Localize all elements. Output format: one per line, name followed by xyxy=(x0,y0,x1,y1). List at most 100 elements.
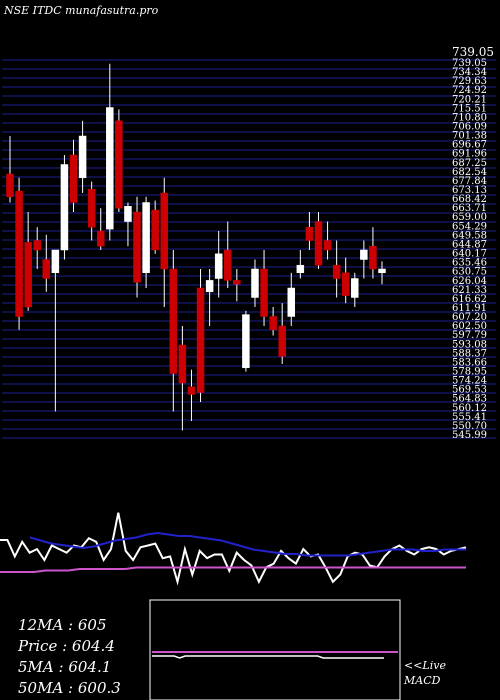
bullish-candle xyxy=(296,264,305,274)
bearish-candle xyxy=(187,386,196,395)
axis-tick-label: 720.21 xyxy=(452,94,487,105)
axis-tick-label: 663.71 xyxy=(452,203,487,214)
bearish-candle xyxy=(6,173,14,198)
axis-tick-label: 635.46 xyxy=(452,258,487,269)
macd-panel xyxy=(0,512,467,586)
bearish-candle xyxy=(96,230,105,247)
bearish-candle xyxy=(69,154,78,203)
axis-tick-label: 626.04 xyxy=(452,276,487,287)
axis-tick-label: 706.09 xyxy=(452,122,487,133)
axis-tick-label: 564.83 xyxy=(452,394,487,405)
axis-tick-label: 607.20 xyxy=(452,312,487,323)
bearish-candle xyxy=(369,245,377,270)
bearish-candle xyxy=(24,242,32,308)
axis-tick-label: 640.17 xyxy=(452,249,487,260)
bearish-candle xyxy=(196,287,205,393)
axis-tick-label: 715.51 xyxy=(452,103,487,114)
axis-tick-label: 644.87 xyxy=(452,239,487,250)
bullish-candle xyxy=(78,135,87,179)
bearish-candle xyxy=(178,344,187,384)
bullish-candle xyxy=(214,253,223,279)
axis-tick-label: 696.67 xyxy=(452,140,487,151)
axis-tick-label: 682.54 xyxy=(452,167,487,178)
bullish-candle xyxy=(106,107,114,230)
axis-tick-label: 602.50 xyxy=(452,321,487,332)
axis-tick-label: 630.75 xyxy=(452,267,487,278)
axis-tick-label: 654.29 xyxy=(452,221,487,232)
bullish-candle xyxy=(242,314,250,369)
bearish-candle xyxy=(42,259,51,279)
axis-tick-label: 729.63 xyxy=(452,76,487,87)
price-readout: Price : 604.4 xyxy=(17,637,115,655)
axis-tick-label: 739.05 xyxy=(452,58,487,69)
bearish-candle xyxy=(33,240,41,251)
bearish-candle xyxy=(305,226,314,241)
axis-tick-label: 649.58 xyxy=(452,230,487,241)
ma-fast-line xyxy=(29,531,466,557)
ma50-readout: 50MA : 600.3 xyxy=(18,679,121,697)
bearish-candle xyxy=(314,221,323,266)
axis-tick-label: 611.91 xyxy=(452,303,487,314)
bearish-candle xyxy=(151,209,159,251)
ma-slow-line xyxy=(0,566,466,573)
price-grid xyxy=(2,59,496,439)
bullish-candle xyxy=(205,280,214,293)
bearish-candle xyxy=(341,272,350,296)
bearish-candle xyxy=(115,120,123,209)
axis-tick-label: 616.62 xyxy=(452,294,487,305)
axis-tick-label: 578.95 xyxy=(452,366,487,377)
axis-tick-label: 588.37 xyxy=(452,348,487,359)
macd-mini-plot xyxy=(152,651,398,659)
bullish-candle xyxy=(287,287,296,317)
macd-mini-box xyxy=(149,599,401,700)
axis-tick-label: 701.38 xyxy=(452,131,487,142)
candlestick-series xyxy=(6,63,386,431)
axis-tick-label: 659.00 xyxy=(452,212,487,223)
axis-tick-label: 724.92 xyxy=(452,85,487,96)
axis-tick-label: 668.42 xyxy=(452,194,487,205)
macd-name-label: MACD xyxy=(403,674,441,687)
axis-tick-label: 583.66 xyxy=(452,357,487,368)
bullish-candle xyxy=(351,278,359,298)
axis-tick-label: 691.96 xyxy=(452,149,487,160)
bearish-candle xyxy=(278,325,286,357)
bearish-candle xyxy=(332,264,341,279)
bullish-candle xyxy=(60,164,69,251)
bullish-candle xyxy=(124,206,132,222)
axis-tick-label: 677.84 xyxy=(452,176,487,187)
bullish-candle xyxy=(51,249,60,274)
bearish-candle xyxy=(224,249,232,281)
axis-tick-label: 550.70 xyxy=(452,421,487,432)
bearish-candle xyxy=(15,190,23,317)
axis-tick-label: 734.34 xyxy=(452,67,487,78)
axis-tick-label: 710.80 xyxy=(452,112,487,123)
bearish-candle xyxy=(233,280,241,285)
bearish-candle xyxy=(269,316,277,331)
bearish-candle xyxy=(260,268,268,317)
axis-tick-label: 597.79 xyxy=(452,330,487,341)
bearish-candle xyxy=(323,240,332,251)
bearish-candle xyxy=(160,192,168,270)
bullish-candle xyxy=(378,268,386,274)
bullish-candle xyxy=(251,268,259,298)
ma5-readout: 5MA : 604.1 xyxy=(18,658,111,676)
bullish-candle xyxy=(360,249,368,260)
info-panel: 12MA : 605 Price : 604.4 5MA : 604.1 50M… xyxy=(17,616,121,697)
chart-title: NSE ITDC munafasutra.pro xyxy=(3,4,159,17)
axis-tick-label: 593.08 xyxy=(452,339,487,350)
axis-tick-label: 687.25 xyxy=(452,158,487,169)
axis-tick-label: 560.12 xyxy=(452,403,487,414)
axis-tick-label: 569.53 xyxy=(452,385,487,396)
axis-tick-label: 673.13 xyxy=(452,185,487,196)
macd-mini-line xyxy=(152,655,384,659)
axis-top-label: 739.05 xyxy=(452,45,494,59)
bearish-candle xyxy=(87,188,96,228)
axis-tick-label: 574.24 xyxy=(452,376,487,387)
axis-tick-label: 545.99 xyxy=(452,430,487,441)
ma12-readout: 12MA : 605 xyxy=(18,616,107,634)
price-axis: 739.05739.05734.34729.63724.92720.21715.… xyxy=(452,45,494,441)
bearish-candle xyxy=(133,211,141,283)
bullish-candle xyxy=(142,202,150,274)
